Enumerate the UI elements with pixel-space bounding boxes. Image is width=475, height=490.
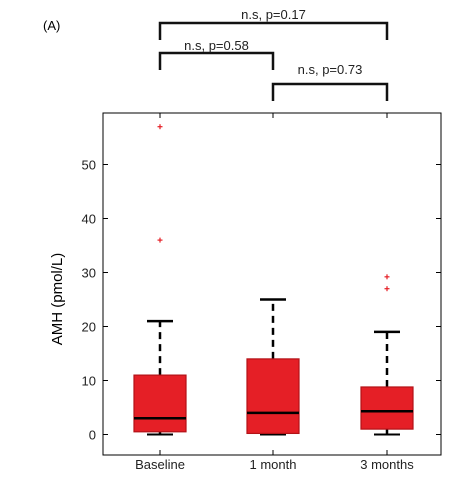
y-tick-label: 20 [82, 320, 96, 335]
comparison-label: n.s, p=0.58 [184, 38, 249, 53]
comparison-label: n.s, p=0.73 [298, 62, 363, 77]
box [133, 374, 187, 433]
bracket-line [158, 51, 275, 70]
box [246, 358, 300, 435]
box-group [360, 274, 414, 436]
x-tick-label: 1 month [250, 457, 297, 472]
bracket-line [271, 82, 389, 101]
outlier-point [384, 274, 390, 280]
comparison-bracket: n.s, p=0.58 [158, 38, 275, 70]
box [360, 386, 414, 430]
outlier-point [384, 286, 390, 292]
x-tick-label: 3 months [360, 457, 414, 472]
box-group [246, 298, 300, 436]
x-axis-ticks: Baseline 1 month 3 months [135, 113, 414, 472]
y-tick-label: 0 [89, 428, 96, 443]
x-tick-label: Baseline [135, 457, 185, 472]
y-axis-label: AMH (pmol/L) [49, 253, 66, 346]
y-tick-label: 30 [82, 266, 96, 281]
bracket-line [158, 21, 389, 40]
panel-label: (A) [43, 18, 60, 33]
comparison-bracket: n.s, p=0.73 [271, 62, 389, 101]
outlier-point [157, 124, 163, 130]
outlier-point [157, 237, 163, 243]
significance-brackets: n.s, p=0.17 n.s, p=0.58 n.s, p=0.73 [158, 7, 389, 101]
y-tick-label: 50 [82, 158, 96, 173]
plot-frame [102, 112, 442, 456]
comparison-label: n.s, p=0.17 [241, 7, 306, 22]
box-group [133, 124, 187, 436]
y-tick-label: 10 [82, 374, 96, 389]
y-axis-ticks: 0 10 20 30 40 50 [82, 158, 441, 443]
y-tick-label: 40 [82, 212, 96, 227]
boxes [133, 124, 414, 436]
comparison-bracket: n.s, p=0.17 [158, 7, 389, 40]
